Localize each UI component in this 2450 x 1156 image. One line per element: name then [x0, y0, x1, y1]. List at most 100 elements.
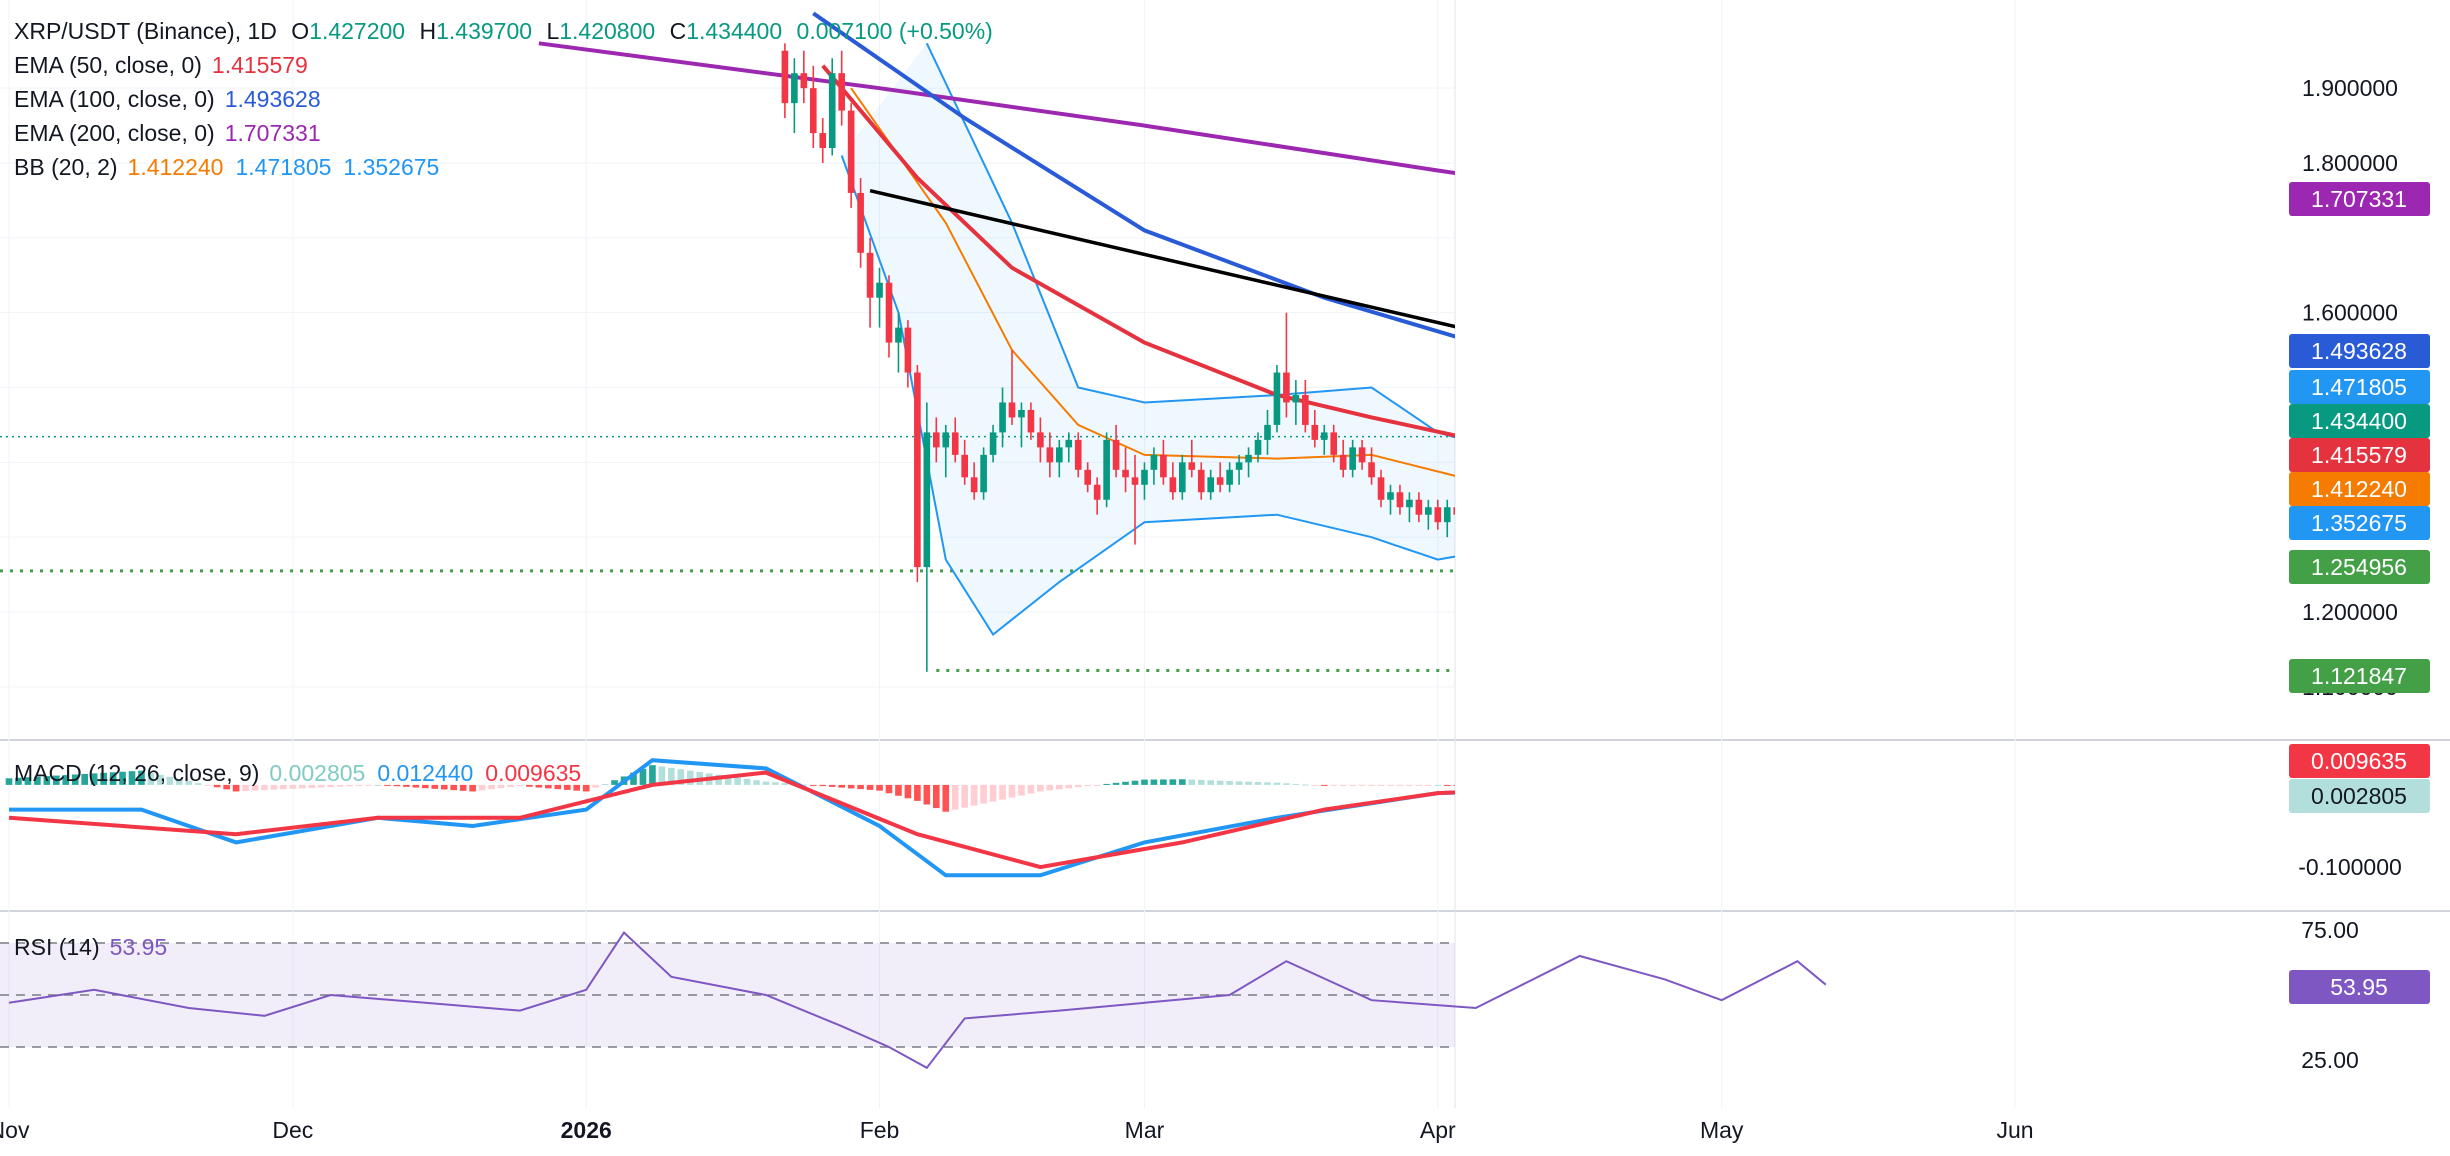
time-axis-label: Dec — [272, 1117, 313, 1143]
rsi-line — [8, 931, 1827, 1070]
macd-hist-bar — [24, 777, 32, 785]
macd-hist-bar — [1018, 784, 1025, 796]
bb-fill — [841, 43, 1455, 635]
candle-body — [1576, 410, 1583, 425]
macd-hist-bar — [904, 784, 912, 799]
candle-body — [1443, 507, 1451, 523]
candle-body — [1690, 470, 1697, 485]
macd-hist-bar — [1197, 779, 1205, 785]
macd-hist-bar — [1387, 784, 1394, 786]
candle-body — [1093, 484, 1101, 500]
macd-hist-bar — [52, 775, 60, 785]
macd-hist-bar — [1216, 780, 1224, 785]
macd-hist-bar — [251, 784, 259, 791]
macd-hist-bar — [1501, 785, 1508, 786]
candlesticks[interactable] — [781, 43, 1829, 672]
price-tag-box — [2289, 970, 2430, 1004]
rsi-value: 53.95 — [109, 934, 168, 960]
candle-body — [1074, 439, 1082, 470]
time-axis-label: 2026 — [561, 1117, 612, 1143]
price-tick-label: 1.900000 — [2302, 75, 2398, 101]
macd-hist-bar — [885, 784, 893, 794]
macd-hist-bar — [1254, 782, 1262, 785]
price-tag-box — [2289, 472, 2430, 506]
candle-body — [1491, 485, 1498, 500]
candle-body — [1785, 417, 1792, 432]
change-value: 0.007100 (+0.50%) — [796, 18, 993, 44]
legend-ema200[interactable]: EMA (200, close, 0) 1.707331 — [14, 116, 321, 150]
macd-hist-bar — [1804, 784, 1811, 785]
candle-body — [951, 432, 959, 455]
macd-hist-bar — [393, 784, 401, 787]
price-tag-text: 1.493628 — [2311, 338, 2407, 364]
macd-hist-bar — [800, 784, 808, 786]
candle-body — [1387, 492, 1394, 500]
macd-hist-bar — [1595, 785, 1602, 787]
macd-hist-bar — [308, 784, 316, 788]
macd-hist-bar — [223, 784, 230, 790]
macd-hist-bar — [1264, 782, 1271, 785]
candle-body — [1766, 440, 1773, 470]
macd-hist-bar — [1690, 785, 1697, 788]
candle-body — [1302, 394, 1309, 425]
macd-hist-bar — [157, 774, 164, 785]
candle-body — [999, 402, 1006, 433]
trendline — [869, 188, 1455, 329]
macd-hist-bar — [762, 781, 770, 785]
macd-hist-bar — [989, 784, 997, 802]
macd-hist-bar — [1358, 784, 1366, 786]
macd-hist-bar — [299, 784, 306, 789]
ema200-line — [538, 41, 1455, 176]
candle-body — [1804, 425, 1811, 440]
macd-hist-bar — [914, 784, 921, 801]
legend-rsi[interactable]: RSI (14) 53.95 — [14, 930, 167, 964]
legend-bollinger[interactable]: BB (20, 2) 1.412240 1.471805 1.352675 — [14, 150, 439, 184]
macd-hist-bar — [1103, 783, 1110, 785]
legend-ema50[interactable]: EMA (50, close, 0) 1.415579 — [14, 48, 308, 82]
macd-hist-bar — [942, 784, 950, 812]
price-tag: 1.254956 — [2289, 550, 2430, 584]
candle-body — [1055, 447, 1063, 463]
candle-body — [961, 454, 969, 478]
macd-hist-bar — [932, 784, 940, 809]
price-tags: 1.707331 1.493628 1.471805 1.434400 1.415579… — [2289, 182, 2430, 1004]
candle-body — [1747, 447, 1754, 454]
macd-hist-bar — [1141, 779, 1148, 785]
macd-hist-bar — [847, 784, 855, 789]
macd-hist-bar — [876, 784, 883, 791]
candle-body — [1822, 437, 1829, 442]
legend-macd[interactable]: MACD (12, 26, close, 9) 0.002805 0.012440 0… — [14, 756, 581, 790]
macd-hist-bar — [1425, 784, 1432, 786]
macd-hist-bar — [213, 784, 221, 788]
bb-upper-line — [925, 42, 1455, 439]
candle-body — [1425, 507, 1432, 515]
macd-hist-bar — [639, 768, 647, 785]
candle-body — [791, 73, 798, 104]
macd-hist-bar — [459, 784, 467, 791]
candle-body — [1794, 417, 1801, 424]
close-value: 1.434400 — [686, 18, 783, 44]
candle-body — [1254, 439, 1262, 455]
time-axis-label: Apr — [1420, 1117, 1456, 1143]
price-tag: 1.707331 — [2289, 182, 2430, 216]
candle-body — [1216, 477, 1224, 485]
macd-signal-line — [8, 770, 1455, 870]
macd-hist-bar — [1652, 785, 1659, 788]
legend-ema100[interactable]: EMA (100, close, 0) 1.493628 — [14, 82, 321, 116]
candle-body — [1633, 440, 1640, 447]
macd-hist-bar — [677, 769, 685, 785]
low-value: 1.420800 — [559, 18, 656, 44]
candle-body — [1529, 500, 1536, 507]
ema200-value: 1.707331 — [224, 120, 321, 146]
macd-hist-bar — [1539, 785, 1546, 786]
candle-body — [942, 432, 950, 448]
candle-body — [932, 432, 940, 448]
macd-hist-bar — [1681, 785, 1688, 788]
macd-hist-bar — [724, 776, 732, 785]
candle-body — [970, 477, 978, 493]
candle-body — [1520, 500, 1527, 507]
macd-hist-bar — [15, 777, 22, 785]
macd-hist-bar — [1330, 784, 1338, 786]
macd-signal-value: 0.009635 — [485, 760, 582, 786]
